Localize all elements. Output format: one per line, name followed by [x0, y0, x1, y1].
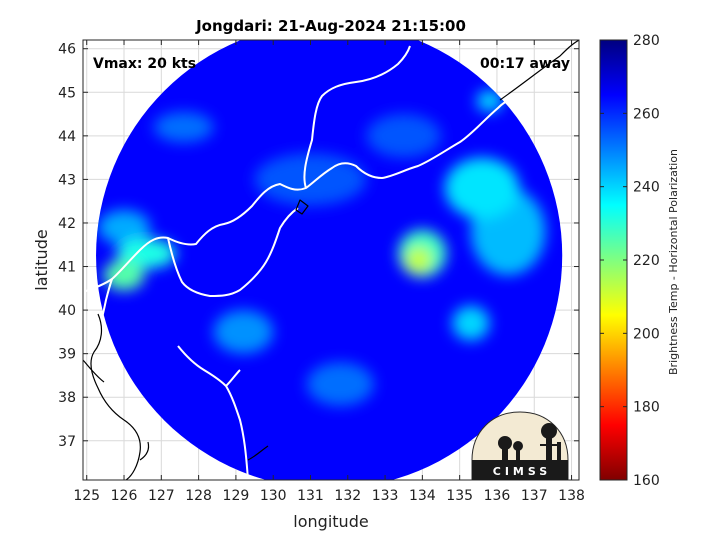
x-tick-label: 134: [409, 488, 436, 504]
x-tick-label: 130: [260, 488, 287, 504]
logo-text: CIMSS: [493, 465, 551, 478]
x-tick-label: 136: [484, 488, 511, 504]
y-tick-label: 40: [58, 303, 76, 319]
colorbar-tick-label: 240: [633, 180, 660, 196]
y-tick-label: 37: [58, 434, 76, 450]
brightness-feature: [444, 157, 520, 219]
y-tick-label: 45: [58, 85, 76, 101]
y-tick-label: 44: [58, 129, 76, 145]
vmax-annotation: Vmax: 20 kts: [93, 56, 196, 72]
colorbar-tick-label: 220: [633, 253, 660, 269]
brightness-feature: [306, 362, 374, 406]
brightness-feature: [213, 310, 274, 354]
y-tick-label: 42: [58, 216, 76, 232]
swath: [96, 40, 563, 480]
y-tick-label: 46: [58, 42, 76, 58]
x-tick-label: 137: [521, 488, 548, 504]
axes-frame: [82, 39, 580, 481]
brightness-feature: [476, 90, 503, 112]
y-axis-label: latitude: [32, 229, 51, 290]
chart-title: Jongdari: 21-Aug-2024 21:15:00: [195, 17, 466, 35]
coastline: [83, 45, 513, 480]
x-tick-label: 132: [334, 488, 361, 504]
colorbar-tick-label: 180: [633, 400, 660, 416]
time-offset-annotation: 00:17 away: [480, 56, 570, 72]
y-axis: 37 38 39 40 41 42 43 44 45 46: [58, 42, 579, 450]
colorbar-tick-label: 260: [633, 106, 660, 122]
brightness-feature: [103, 260, 145, 291]
colorbar-tick-label: 200: [633, 326, 660, 342]
colorbar: 160 180 200 220 240 260 280 Brightness Temp - …: [599, 33, 680, 489]
colorbar-scale: [599, 39, 628, 481]
x-tick-label: 131: [297, 488, 324, 504]
x-axis-label: longitude: [293, 512, 368, 531]
brightness-feature: [97, 209, 151, 245]
colorbar-tick-label: 280: [633, 33, 660, 49]
x-tick-label: 128: [185, 488, 212, 504]
x-tick-label: 125: [73, 488, 100, 504]
brightness-feature: [366, 114, 442, 158]
x-tick-label: 127: [148, 488, 175, 504]
x-tick-label: 138: [558, 488, 585, 504]
colorbar-tick-label: 160: [633, 473, 660, 489]
y-tick-label: 38: [58, 390, 76, 406]
x-axis: 125 126 127 128 129 130 131 132 133 134 135 136 137 1…: [73, 40, 585, 504]
brightness-feature: [153, 111, 214, 143]
colorbar-label: Brightness Temp - Horizontal Polarizatio…: [667, 149, 680, 375]
brightness-feature: [254, 153, 367, 206]
x-tick-label: 135: [446, 488, 473, 504]
brightness-feature: [452, 305, 490, 341]
y-tick-label: 39: [58, 347, 76, 363]
y-tick-label: 41: [58, 260, 76, 276]
brightness-feature: [405, 246, 432, 274]
cimss-logo: CIMSS: [471, 411, 569, 481]
coastline-land: [83, 40, 579, 480]
y-tick-label: 43: [58, 172, 76, 188]
x-tick-label: 126: [111, 488, 138, 504]
x-tick-label: 133: [372, 488, 399, 504]
x-tick-label: 129: [223, 488, 250, 504]
